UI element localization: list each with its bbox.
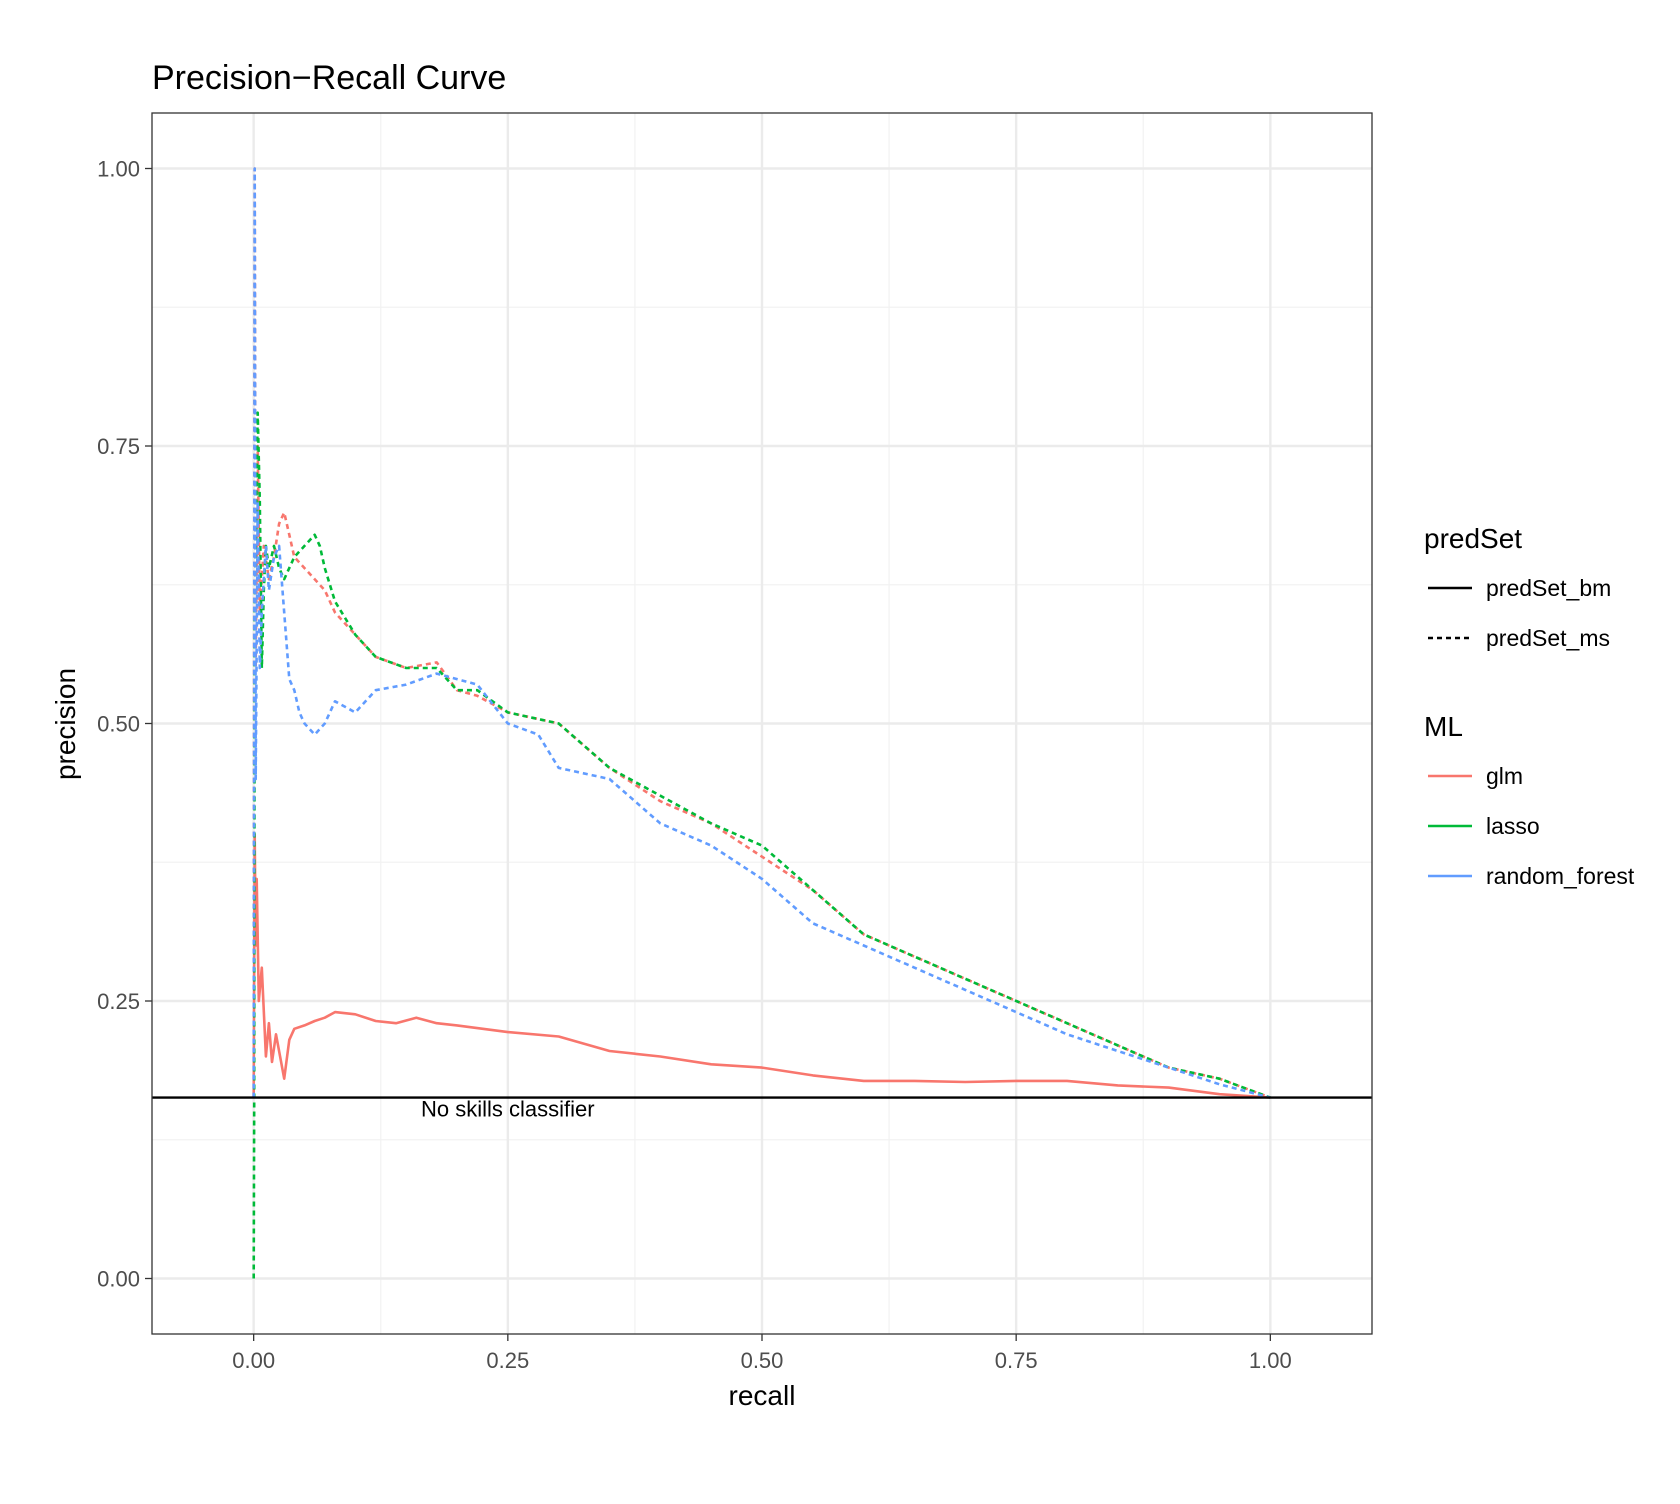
x-tick-label: 0.75	[995, 1348, 1038, 1373]
series-lines	[252, 167, 1271, 1279]
x-tick-label: 1.00	[1249, 1348, 1292, 1373]
legend-label-predSet_bm: predSet_bm	[1486, 575, 1611, 601]
y-tick-label: 0.25	[97, 989, 140, 1014]
legend: predSet predSet_bm predSet_ms ML glm lasso ran…	[1424, 523, 1635, 889]
x-tick-label: 0.00	[232, 1348, 275, 1373]
y-tick-label: 1.00	[97, 157, 140, 182]
series-line-glm-predSet_bm	[252, 833, 1271, 1099]
legend-label-lasso: lasso	[1486, 813, 1540, 839]
x-axis-ticks: 0.00 0.25 0.50 0.75 1.00	[232, 1334, 1292, 1373]
legend-label-glm: glm	[1486, 763, 1523, 789]
series-line-lasso-predSet_ms	[252, 411, 1271, 1279]
y-axis-title: precision	[50, 668, 81, 780]
legend-title: ML	[1424, 711, 1463, 742]
x-tick-label: 0.50	[741, 1348, 784, 1373]
no-skill-label: No skills classifier	[421, 1097, 595, 1122]
y-tick-label: 0.00	[97, 1267, 140, 1292]
y-tick-label: 0.50	[97, 712, 140, 737]
chart-title: Precision−Recall Curve	[152, 59, 506, 97]
y-axis-ticks: 0.00 0.25 0.50 0.75 1.00	[97, 157, 152, 1292]
legend-title: predSet	[1424, 523, 1522, 554]
series-line-glm-predSet_ms	[252, 167, 1271, 1099]
series-line-random_forest-predSet_ms	[252, 167, 1271, 1099]
y-tick-label: 0.75	[97, 434, 140, 459]
legend-label-predSet_ms: predSet_ms	[1486, 625, 1610, 651]
x-axis-title: recall	[729, 1380, 796, 1411]
x-tick-label: 0.25	[486, 1348, 529, 1373]
legend-label-random_forest: random_forest	[1486, 863, 1635, 889]
